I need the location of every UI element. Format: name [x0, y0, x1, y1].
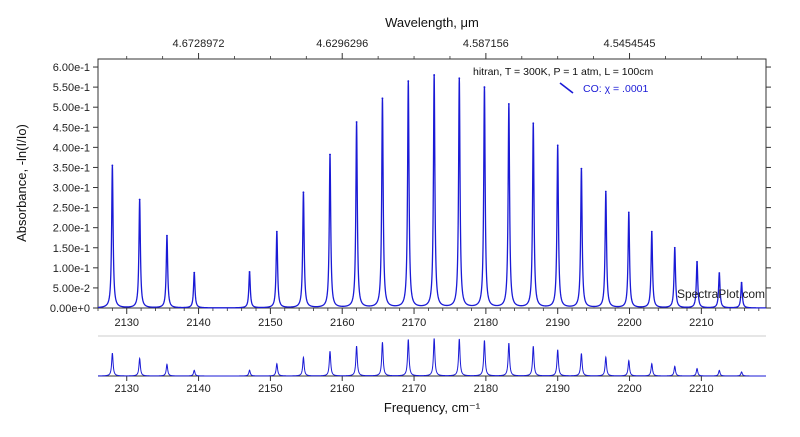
top-axis-title: Wavelength, μm	[385, 15, 479, 30]
overview-x-tick-label: 2170	[402, 383, 426, 395]
overview-x-tick-label: 2140	[186, 383, 210, 395]
x-tick-label: 2160	[330, 317, 354, 329]
top-tick-label: 4.6296296	[316, 38, 368, 50]
y-tick-label: 2.00e-1	[53, 223, 90, 235]
x-tick-label: 2150	[258, 317, 282, 329]
peak-point	[580, 167, 583, 170]
y-tick-label: 4.50e-1	[53, 122, 90, 134]
top-tick-label: 4.587156	[463, 38, 509, 50]
peak-point	[718, 272, 721, 274]
watermark: SpectraPlot.com	[677, 287, 765, 301]
peak-point	[740, 281, 743, 284]
y-tick-label: 3.00e-1	[53, 183, 90, 195]
peak-point	[248, 270, 251, 273]
top-tick-label: 4.5454545	[604, 38, 656, 50]
x-tick-label: 2200	[617, 317, 641, 329]
y-tick-label: 4.00e-1	[53, 142, 90, 154]
main-plot-frame	[97, 58, 767, 309]
peak-point	[111, 164, 114, 167]
peak-point	[507, 103, 510, 105]
peak-point	[650, 230, 653, 233]
y-tick-label: 5.00e-2	[53, 283, 90, 295]
legend-series-label: CO: χ = .0001	[583, 83, 648, 95]
y-tick-label: 5.50e-1	[53, 82, 90, 94]
peak-point	[458, 77, 461, 80]
co-spectrum-line	[97, 74, 766, 309]
y-tick-label: 2.50e-1	[53, 203, 90, 215]
y-axis-title: Absorbance, -ln(I/Io)	[14, 124, 29, 242]
legend-series-swatch	[559, 82, 574, 94]
x-axis-title: Frequency, cm⁻¹	[384, 400, 481, 415]
overview-x-tick-label: 2210	[689, 383, 713, 395]
overview-series-group	[98, 338, 766, 377]
peak-point	[138, 198, 141, 201]
peak-point	[407, 80, 410, 82]
peak-point	[673, 246, 676, 249]
overview-x-tick-label: 2200	[617, 383, 641, 395]
overview-spectrum-line	[98, 338, 766, 377]
overview-x-tick-label: 2150	[258, 383, 282, 395]
x-tick-label: 2190	[545, 317, 569, 329]
peak-point	[696, 260, 698, 263]
peak-point	[193, 271, 196, 274]
x-tick-label: 2130	[114, 317, 138, 329]
peak-point	[355, 121, 358, 123]
main-axes-group: 0.00e+0 5.00e-2 1.00e-1 1.50e-1 2.00e-1 2.50e…	[50, 38, 771, 329]
x-tick-label: 2170	[402, 317, 426, 329]
peak-point	[604, 190, 607, 193]
y-tick-label: 1.50e-1	[53, 243, 90, 255]
overview-x-tick-label: 2160	[330, 383, 354, 395]
peak-point	[381, 97, 384, 100]
overview-axes-group: 2130 2140 2150 2160 2170 2180 2190 2200 2210	[114, 376, 714, 395]
overview-x-tick-label: 2190	[545, 383, 569, 395]
peak-point	[433, 74, 436, 76]
main-series-group	[97, 74, 766, 309]
peak-point	[556, 144, 559, 147]
y-tick-label: 0.00e+0	[50, 303, 90, 315]
legend-header: hitran, T = 300K, P = 1 atm, L = 100cm	[473, 66, 654, 78]
peak-point	[627, 211, 630, 214]
top-tick-label: 4.6728972	[173, 38, 225, 50]
peak-point	[302, 191, 305, 194]
peak-point	[275, 230, 278, 233]
y-tick-label: 5.00e-1	[53, 102, 90, 114]
x-tick-label: 2140	[186, 317, 210, 329]
x-tick-label: 2210	[689, 317, 713, 329]
x-tick-label: 2180	[474, 317, 498, 329]
y-tick-label: 3.50e-1	[53, 162, 90, 174]
peak-point	[532, 122, 535, 125]
peak-point	[166, 234, 168, 237]
peak-point	[483, 86, 486, 89]
y-tick-label: 6.00e-1	[53, 62, 90, 74]
overview-x-tick-label: 2130	[114, 383, 138, 395]
peak-point	[329, 153, 331, 156]
y-tick-label: 1.00e-1	[53, 263, 90, 275]
overview-x-tick-label: 2180	[474, 383, 498, 395]
